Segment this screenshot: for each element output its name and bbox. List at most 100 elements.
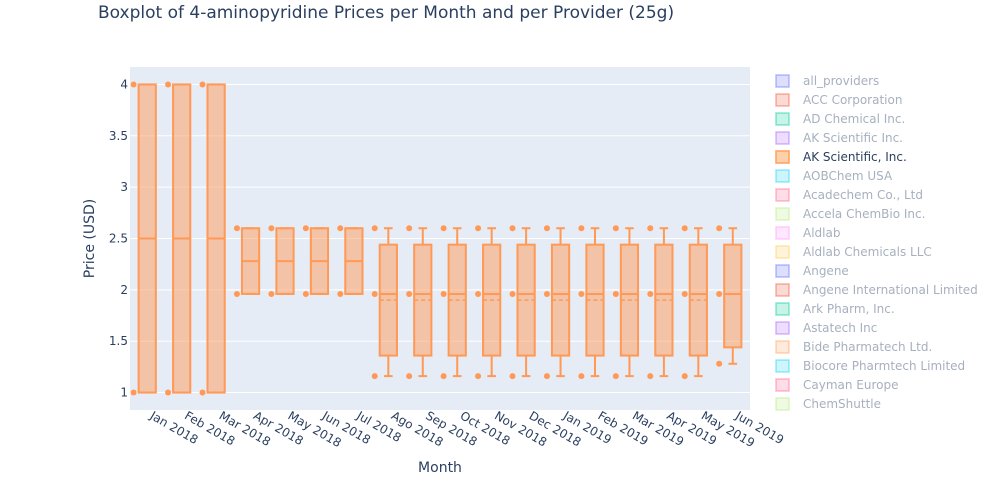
legend-item[interactable]: all_providers: [775, 74, 879, 88]
data-point: [440, 373, 447, 380]
box-ago-2018: [371, 225, 398, 380]
data-point: [681, 225, 688, 232]
data-point: [268, 225, 275, 232]
box-jun-2019: [716, 225, 743, 367]
data-point: [475, 290, 482, 297]
legend-swatch: [775, 340, 790, 354]
y-tick-label: 1.5: [109, 334, 128, 348]
data-point: [406, 225, 413, 232]
data-point: [233, 290, 240, 297]
data-point: [647, 373, 654, 380]
legend-item[interactable]: Aldlab Chemicals LLC: [775, 245, 932, 259]
data-point: [165, 389, 172, 396]
data-point: [578, 373, 585, 380]
legend-item[interactable]: Cayman Europe: [775, 378, 899, 392]
legend-item[interactable]: AOBChem USA: [775, 169, 893, 183]
legend-swatch: [775, 226, 790, 240]
data-point: [543, 225, 550, 232]
y-axis-title: Price (USD): [82, 199, 98, 278]
legend-item[interactable]: Accela ChemBio Inc.: [775, 207, 925, 221]
legend-item[interactable]: AD Chemical Inc.: [775, 112, 905, 126]
legend-item[interactable]: Angene International Limited: [775, 283, 978, 297]
data-point: [165, 81, 172, 88]
legend-label: AD Chemical Inc.: [803, 112, 905, 126]
data-point: [716, 290, 723, 297]
data-point: [406, 373, 413, 380]
data-point: [612, 290, 619, 297]
legend-item[interactable]: Ark Pharm, Inc.: [775, 302, 895, 316]
box-apr-2018: [233, 225, 261, 297]
legend-item[interactable]: ChemShuttle: [775, 397, 881, 411]
y-tick-label: 4: [120, 77, 128, 91]
legend-swatch: [775, 131, 790, 145]
data-point: [578, 225, 585, 232]
legend-item[interactable]: Acadechem Co., Ltd: [775, 188, 923, 202]
box-jan-2019: [543, 225, 571, 380]
legend-item[interactable]: Angene: [775, 264, 849, 278]
legend-item[interactable]: Bide Pharmatech Ltd.: [775, 340, 932, 354]
data-point: [337, 290, 344, 297]
legend-swatch: [775, 264, 790, 278]
data-point: [509, 290, 516, 297]
box-jan-2018: [130, 81, 157, 396]
data-point: [681, 290, 688, 297]
data-point: [268, 290, 275, 297]
legend-item[interactable]: AK Scientific Inc.: [775, 131, 903, 145]
legend-swatch: [775, 188, 790, 202]
box-mar-2019: [612, 225, 640, 380]
legend-item[interactable]: AK Scientific, Inc.: [775, 150, 907, 164]
legend-label: Astatech Inc: [803, 321, 877, 335]
legend-label: Ark Pharm, Inc.: [803, 302, 895, 316]
y-tick-label: 2.5: [109, 232, 128, 246]
legend-swatch: [775, 207, 790, 221]
data-point: [371, 290, 378, 297]
legend-swatch: [775, 359, 790, 373]
legend-label: Aldlab: [803, 226, 840, 240]
legend-swatch: [775, 74, 790, 88]
box-jul-2018: [337, 225, 364, 297]
box-feb-2018: [165, 81, 192, 396]
legend-item[interactable]: Astatech Inc: [775, 321, 877, 335]
legend-label: AK Scientific Inc.: [803, 131, 903, 145]
data-point: [716, 360, 723, 367]
box-oct-2018: [440, 225, 467, 380]
legend-label: AK Scientific, Inc.: [803, 150, 907, 164]
y-tick-label: 3.5: [109, 129, 128, 143]
data-point: [130, 389, 137, 396]
data-point: [509, 225, 516, 232]
legend-swatch: [775, 150, 790, 164]
legend-label: Biocore Pharmtech Limited: [803, 359, 965, 373]
legend-item[interactable]: ACC Corporation: [775, 93, 902, 107]
data-point: [543, 373, 550, 380]
data-point: [371, 373, 378, 380]
box-jun-2018: [302, 225, 330, 297]
box-nov-2018: [475, 225, 502, 380]
data-point: [475, 225, 482, 232]
legend-label: Aldlab Chemicals LLC: [803, 245, 932, 259]
data-point: [130, 81, 137, 88]
y-tick-label: 1: [120, 386, 128, 400]
legend-swatch: [775, 302, 790, 316]
chart-title: Boxplot of 4-aminopyridine Prices per Mo…: [98, 3, 674, 23]
data-point: [337, 225, 344, 232]
data-point: [199, 81, 206, 88]
legend-label: Bide Pharmatech Ltd.: [803, 340, 932, 354]
legend-item[interactable]: Biocore Pharmtech Limited: [775, 359, 965, 373]
box-sep-2018: [406, 225, 433, 380]
box-dec-2018: [509, 225, 536, 380]
box-may-2018: [268, 225, 295, 297]
box-apr-2019: [647, 225, 674, 380]
y-tick-label: 3: [120, 180, 128, 194]
legend-label: Angene: [803, 264, 849, 278]
data-point: [543, 290, 550, 297]
legend-swatch: [775, 93, 790, 107]
y-tick-label: 2: [120, 283, 128, 297]
data-point: [371, 225, 378, 232]
legend-item[interactable]: Aldlab: [775, 226, 840, 240]
y-axis: 1 1.5 2 2.5 3 3.5 4: [109, 77, 128, 399]
data-point: [716, 225, 723, 232]
box-may-2019: [681, 225, 708, 380]
data-point: [578, 290, 585, 297]
box-mar-2018: [199, 81, 226, 396]
